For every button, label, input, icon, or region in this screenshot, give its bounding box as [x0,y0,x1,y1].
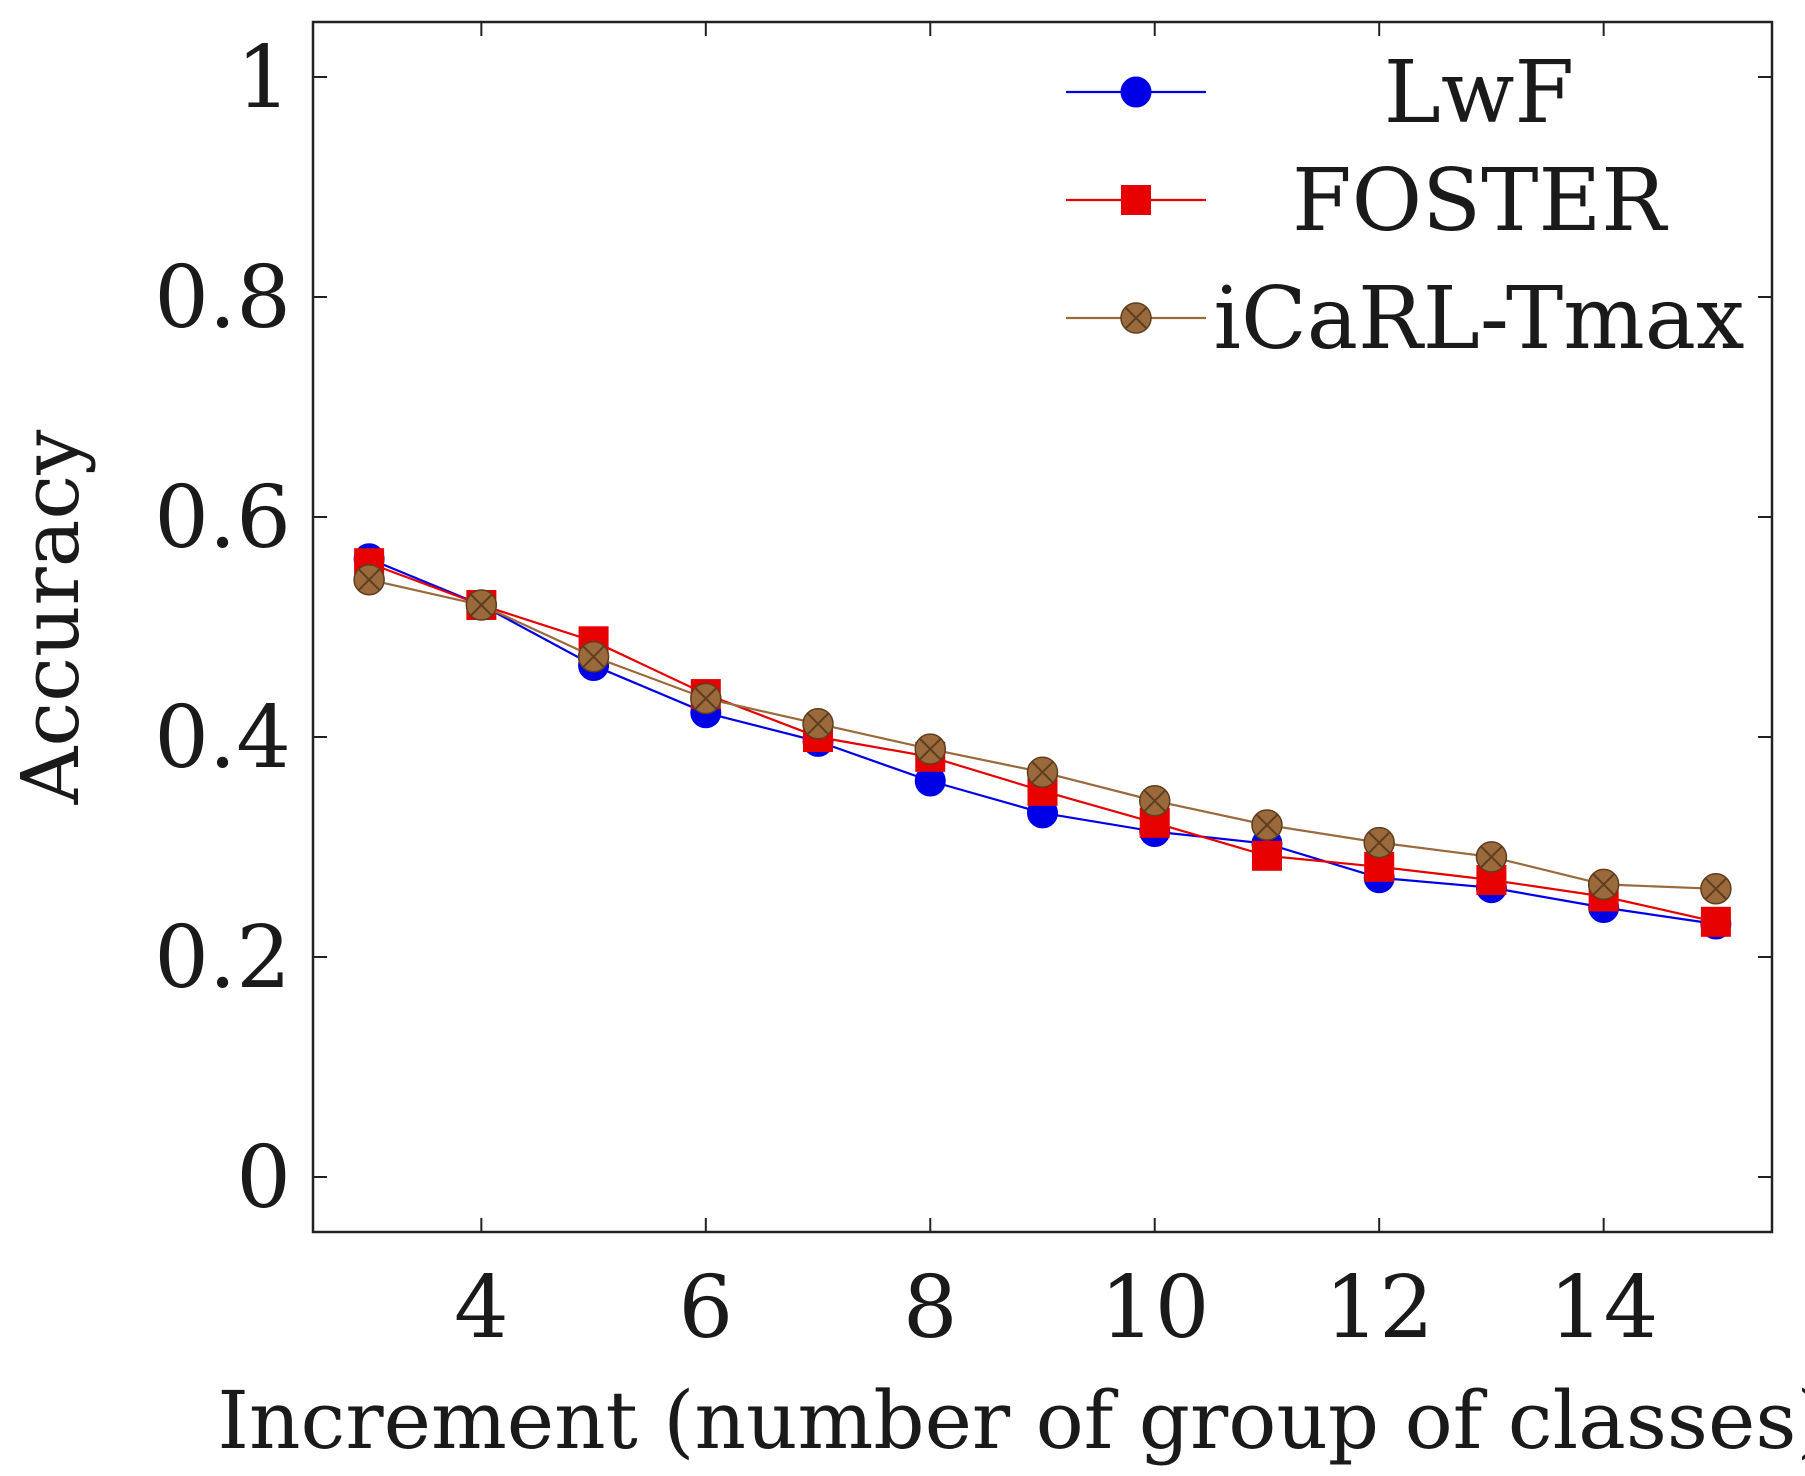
legend-label-icarl-tmax: iCaRL-Tmax [1213,269,1744,369]
data-point-icarl-tmax [690,682,722,715]
x-tick-label: 8 [903,1258,958,1358]
data-point-icarl-tmax [1026,756,1059,788]
data-point-icarl-tmax-cross-b [694,687,718,710]
data-point-icarl-tmax [353,563,385,596]
x-tick-label: 10 [1100,1258,1209,1358]
data-point-icarl-tmax-cross-b [1592,873,1615,896]
legend-marker-lwf [1120,76,1152,108]
data-point-icarl-tmax-cross-b [806,712,830,736]
y-tick-label: 1 [236,28,291,128]
data-point-icarl-tmax-cross-b [1704,877,1728,901]
legend-marker-icarl-tmax [1120,302,1152,334]
series-line-lwf [368,557,1717,926]
data-point-icarl-tmax [1138,785,1171,817]
x-tick-label: 6 [678,1258,733,1358]
y-tick-label: 0.6 [154,468,291,568]
data-point-icarl-tmax-cross-b [1031,760,1054,784]
legend-entry-foster: FOSTER [1066,151,1668,251]
series-foster [354,548,1731,937]
data-point-foster [1251,840,1282,871]
data-point-icarl-tmax [1475,841,1508,873]
series-line-foster [368,562,1717,923]
x-axis-title: Increment (number of group of classes) [217,1374,1805,1467]
data-point-icarl-tmax-cross-b [1143,789,1167,813]
x-tick-label: 14 [1549,1258,1658,1358]
legend-label-foster: FOSTER [1292,151,1668,251]
data-point-foster [1700,906,1731,937]
y-tick-label: 0 [236,1128,291,1228]
data-point-icarl-tmax [577,640,610,673]
data-point-icarl-tmax-cross-b [470,593,493,617]
data-point-icarl-tmax [1700,873,1732,905]
data-point-icarl-tmax-cross-b [918,737,942,761]
x-tick-label: 12 [1324,1258,1433,1358]
data-point-icarl-tmax [1363,826,1395,859]
y-tick-label: 0.4 [154,688,291,788]
axes: 4 6 8 10 12 14 0 0.2 0.4 0.6 0.8 1 [154,20,1774,1358]
y-tick-label: 0.2 [154,908,291,1008]
series-lwf [353,543,1732,940]
series-layer [353,543,1732,940]
y-tick-label: 0.8 [154,248,291,348]
series-icarl-tmax [353,563,1732,905]
data-point-icarl-tmax-cross-b [1255,813,1279,837]
data-point-icarl-tmax [1587,868,1620,901]
data-point-icarl-tmax [914,733,947,765]
data-point-icarl-tmax [465,589,498,621]
series-line-icarl-tmax [368,578,1716,890]
data-point-icarl-tmax-cross-b [1480,845,1503,869]
x-tick-label: 4 [454,1258,509,1358]
data-point-icarl-tmax [1251,809,1283,841]
legend-label-lwf: LwF [1384,43,1574,143]
legend-marker-icarl-tmax-cross-b [1124,306,1148,330]
data-point-icarl-tmax [802,708,834,740]
data-point-icarl-tmax-cross-b [582,645,605,669]
plot-frame [311,20,1774,1234]
data-point-icarl-tmax-cross-b [1367,831,1391,854]
y-axis-title: Accuracy [4,430,97,806]
legend-entry-icarl-tmax: iCaRL-Tmax [1066,269,1745,369]
legend-entry-lwf: LwF [1066,43,1574,143]
data-point-icarl-tmax-cross-b [357,568,381,592]
legend-marker-foster [1121,185,1151,215]
